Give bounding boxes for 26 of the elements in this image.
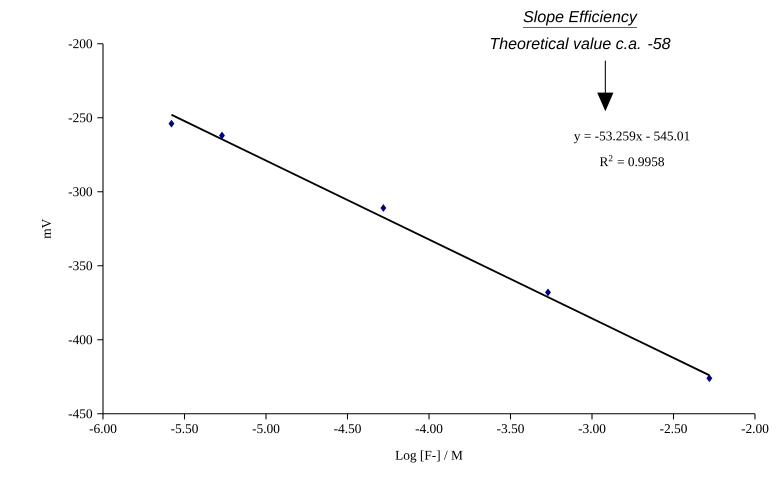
text: Slope Efficiency bbox=[524, 10, 638, 26]
x-tick-label: -6.00 bbox=[90, 424, 116, 434]
x-tick-label: -3.00 bbox=[578, 424, 606, 434]
x-tick-label: -2.50 bbox=[660, 424, 687, 434]
y-tick-label: -300 bbox=[68, 187, 92, 196]
point bbox=[706, 374, 712, 382]
y-tick-label: -350 bbox=[68, 261, 92, 270]
x-tick-label: -2.00 bbox=[742, 424, 768, 434]
y-tick-label: -400 bbox=[68, 335, 92, 344]
x-tick-label: -4.50 bbox=[334, 424, 361, 434]
annotation: R$^{2}$ = 0.9958 bbox=[600, 155, 664, 166]
y-tick-label: -200 bbox=[68, 39, 92, 48]
x-tick-label: -4.00 bbox=[416, 424, 442, 434]
annotation: Theoretical value c.a. -58 bbox=[490, 37, 670, 50]
y-tick-label: -250 bbox=[68, 113, 92, 122]
point bbox=[219, 132, 225, 140]
y-tick-label: -450 bbox=[68, 409, 92, 418]
x-tick-label: -5.00 bbox=[252, 424, 280, 434]
y-axis-title: mV bbox=[42, 218, 52, 238]
x-tick-label: -3.50 bbox=[497, 424, 524, 434]
annotation: y = -53.259x - 545.01 bbox=[574, 131, 690, 144]
x-axis-title: Log [F-] / M bbox=[395, 450, 462, 462]
point bbox=[168, 120, 174, 128]
x-tick-label: -5.50 bbox=[171, 424, 198, 434]
point bbox=[380, 204, 386, 212]
point bbox=[545, 288, 551, 296]
